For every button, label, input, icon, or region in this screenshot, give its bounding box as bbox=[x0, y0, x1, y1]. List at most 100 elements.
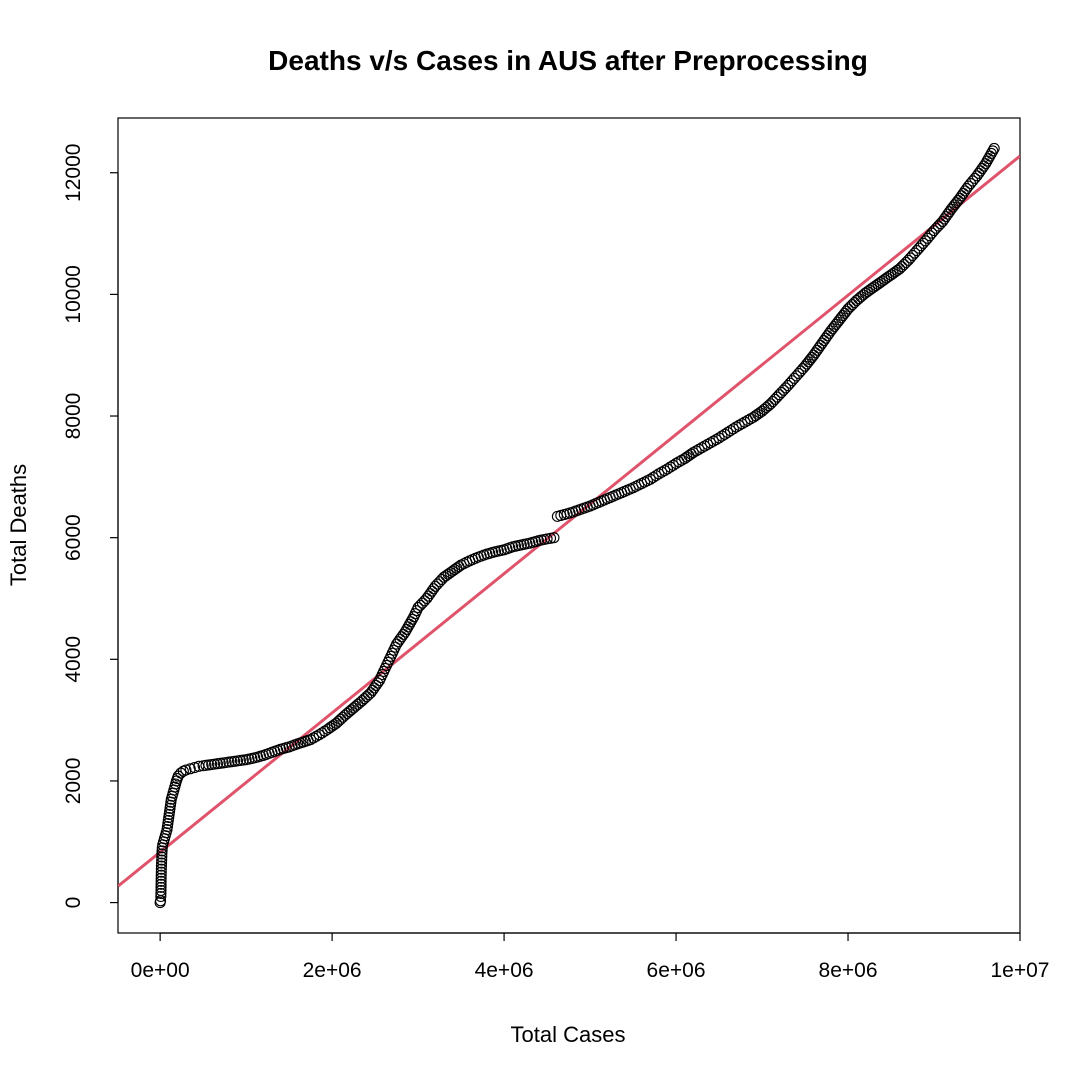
x-axis: 0e+00 2e+06 4e+06 6e+06 8e+06 1e+07 bbox=[131, 932, 1050, 982]
data-point bbox=[988, 142, 1000, 154]
data-point bbox=[155, 869, 167, 881]
y-tick-label: 4000 bbox=[62, 636, 85, 683]
data-point bbox=[360, 691, 373, 703]
y-tick-label: 0 bbox=[62, 897, 85, 909]
data-point bbox=[848, 297, 861, 309]
data-point bbox=[664, 461, 676, 473]
regression-line bbox=[118, 154, 1020, 888]
data-point bbox=[155, 866, 167, 878]
data-point bbox=[155, 881, 167, 893]
data-point bbox=[188, 762, 201, 774]
data-point bbox=[727, 423, 739, 435]
data-point bbox=[156, 848, 168, 860]
data-point bbox=[704, 437, 716, 449]
data-point bbox=[699, 440, 711, 452]
data-point bbox=[670, 457, 682, 470]
data-point bbox=[656, 466, 668, 478]
y-tick-label: 8000 bbox=[62, 393, 85, 440]
data-point bbox=[358, 693, 370, 705]
data-point bbox=[730, 421, 742, 433]
data-point bbox=[356, 695, 368, 707]
x-tick-label: 0e+00 bbox=[131, 959, 190, 982]
data-point bbox=[333, 715, 345, 727]
data-point bbox=[155, 878, 167, 890]
data-point bbox=[739, 416, 751, 428]
data-point bbox=[644, 473, 656, 485]
data-point bbox=[894, 263, 906, 275]
data-point bbox=[846, 299, 858, 311]
data-point bbox=[647, 471, 659, 484]
data-point bbox=[673, 456, 685, 468]
data-point bbox=[896, 261, 908, 273]
data-point bbox=[156, 851, 168, 863]
x-tick-label: 4e+06 bbox=[475, 959, 534, 982]
data-point bbox=[742, 414, 754, 427]
data-point bbox=[156, 845, 168, 857]
data-point bbox=[155, 863, 167, 875]
data-point bbox=[555, 509, 567, 522]
data-point bbox=[707, 435, 719, 447]
data-point bbox=[180, 764, 192, 776]
data-point bbox=[305, 734, 317, 746]
x-tick-label: 1e+07 bbox=[991, 959, 1050, 982]
data-point bbox=[724, 425, 737, 437]
data-point bbox=[696, 442, 708, 454]
data-point bbox=[653, 468, 665, 480]
data-point bbox=[659, 465, 671, 477]
data-points bbox=[154, 142, 1000, 909]
data-point bbox=[316, 727, 328, 739]
chart-title: Deaths v/s Cases in AUS after Preprocess… bbox=[268, 45, 868, 76]
y-tick-label: 6000 bbox=[62, 514, 85, 561]
data-point bbox=[661, 463, 674, 475]
x-tick-label: 2e+06 bbox=[303, 959, 362, 982]
data-point bbox=[363, 689, 375, 701]
data-point bbox=[155, 872, 167, 884]
data-point bbox=[337, 711, 349, 723]
data-point bbox=[184, 763, 196, 775]
data-point bbox=[690, 445, 702, 457]
y-tick-label: 2000 bbox=[62, 758, 85, 805]
data-point bbox=[842, 303, 854, 315]
data-point bbox=[155, 887, 167, 900]
data-point bbox=[330, 717, 342, 729]
data-point bbox=[155, 875, 167, 887]
data-point bbox=[667, 459, 679, 471]
data-point bbox=[155, 860, 167, 872]
data-point bbox=[155, 890, 167, 903]
data-point bbox=[310, 730, 322, 742]
data-point bbox=[716, 430, 728, 442]
y-tick-label: 10000 bbox=[62, 265, 85, 323]
y-tick-label: 12000 bbox=[62, 144, 85, 202]
data-point bbox=[736, 418, 748, 430]
data-point bbox=[722, 426, 734, 438]
data-point bbox=[307, 732, 320, 744]
data-point bbox=[156, 857, 168, 869]
data-point bbox=[406, 613, 418, 625]
data-point bbox=[710, 433, 722, 446]
x-tick-label: 8e+06 bbox=[819, 959, 878, 982]
y-axis-label: Total Deaths bbox=[6, 464, 31, 586]
data-point bbox=[898, 259, 910, 271]
data-point bbox=[713, 432, 725, 444]
data-point bbox=[541, 533, 553, 545]
y-axis: 0 2000 4000 6000 8000 10000 12000 bbox=[62, 144, 119, 909]
data-point bbox=[719, 428, 731, 440]
data-point bbox=[551, 510, 563, 522]
data-point bbox=[548, 532, 560, 544]
data-point bbox=[155, 884, 167, 896]
data-point bbox=[544, 532, 557, 544]
data-point bbox=[844, 301, 856, 313]
data-point bbox=[762, 400, 775, 412]
x-axis-label: Total Cases bbox=[511, 1022, 626, 1047]
data-point bbox=[987, 145, 999, 157]
data-point bbox=[733, 419, 745, 431]
data-point bbox=[702, 438, 714, 450]
data-point bbox=[693, 443, 705, 455]
data-point bbox=[687, 446, 699, 459]
data-point bbox=[335, 713, 347, 725]
data-point bbox=[156, 854, 168, 866]
x-tick-label: 6e+06 bbox=[647, 959, 706, 982]
plot-frame bbox=[117, 117, 1021, 934]
data-point bbox=[313, 729, 325, 741]
